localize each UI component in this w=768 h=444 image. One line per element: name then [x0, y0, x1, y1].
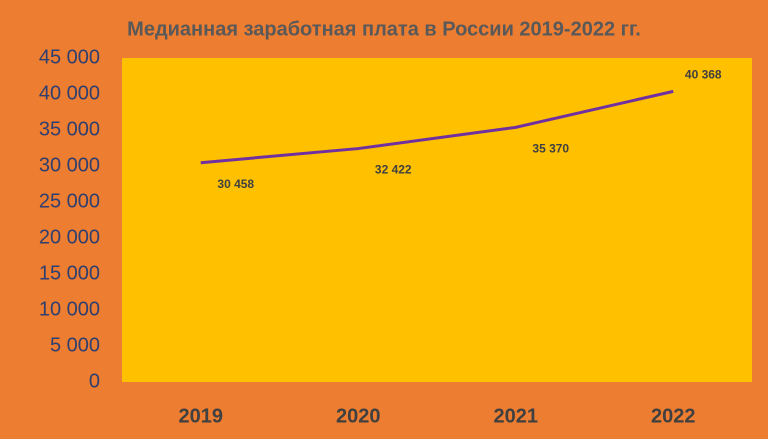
y-tick-label: 30 000	[39, 154, 100, 176]
data-label: 40 368	[685, 68, 722, 82]
line	[200, 89, 674, 165]
y-tick-label: 10 000	[39, 298, 100, 320]
x-tick-label: 2022	[651, 405, 696, 427]
y-tick-label: 5 000	[50, 334, 100, 356]
y-tick-label: 20 000	[39, 226, 100, 248]
y-tick-label: 15 000	[39, 262, 100, 284]
y-tick-label: 0	[89, 370, 100, 392]
data-label: 32 422	[375, 163, 412, 177]
x-tick-label: 2020	[336, 405, 381, 427]
y-tick-label: 40 000	[39, 82, 100, 104]
data-label: 35 370	[532, 142, 569, 156]
x-tick-label: 2021	[494, 405, 539, 427]
y-tick-label: 25 000	[39, 190, 100, 212]
y-tick-label: 35 000	[39, 118, 100, 140]
chart-title: Медианная заработная плата в России 2019…	[127, 18, 641, 40]
data-label: 30 458	[217, 177, 254, 191]
plot-area	[122, 58, 752, 382]
y-tick-label: 45 000	[39, 46, 100, 68]
x-tick-label: 2019	[179, 405, 224, 427]
